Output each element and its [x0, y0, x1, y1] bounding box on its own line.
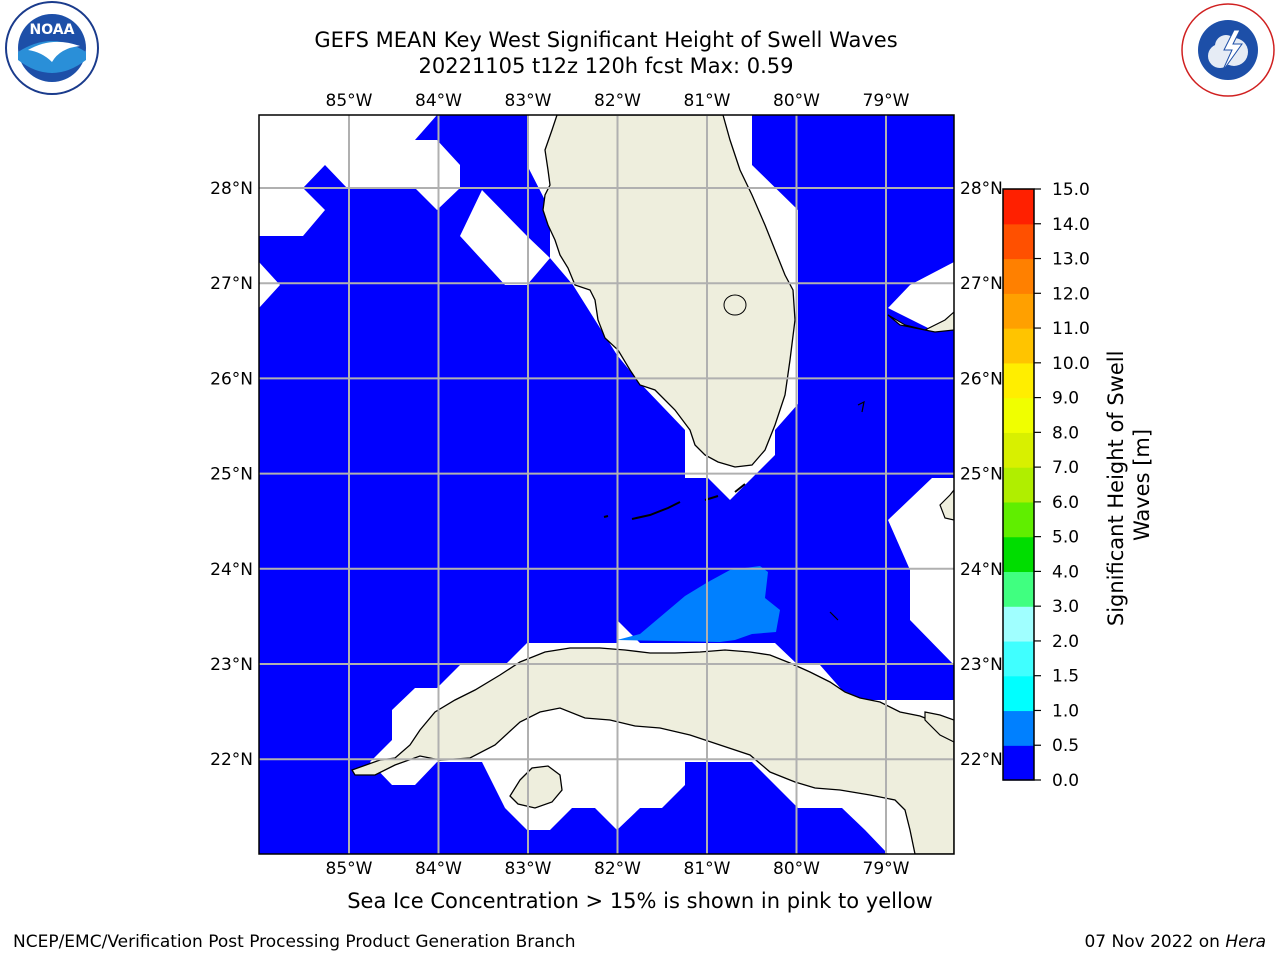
colorbar-bin: [1003, 501, 1034, 538]
lon-label: 80°W: [773, 859, 820, 879]
colorbar-ticks: 0.0 0.5 1.0 1.5 2.0 3.0 4.0 5.0 6.0 7.0 8.0 9.0 10.0…: [1034, 180, 1090, 791]
map-grid: [259, 115, 954, 854]
chart-subtitle: 20221105 t12z 120h fcst Max: 0.59: [418, 54, 794, 78]
lat-label: 24°N: [210, 560, 253, 580]
bahamas-island: [924, 711, 954, 743]
lat-label: 28°N: [210, 179, 253, 199]
colorbar-bin: [1003, 258, 1034, 294]
lat-label: 26°N: [210, 369, 253, 389]
lon-label: 84°W: [415, 859, 462, 879]
colorbar-bin: [1003, 710, 1034, 746]
lat-labels-right: 28°N 27°N 26°N 25°N 24°N 23°N 22°N: [960, 179, 1003, 770]
colorbar-bin: [1003, 362, 1034, 399]
bahamas-island: [887, 311, 954, 333]
colorbar-tick-label: 4.0: [1052, 562, 1079, 582]
bahamas-island: [829, 400, 865, 621]
florida-keys: [603, 483, 746, 520]
noaa-logo-text: NOAA: [30, 22, 75, 38]
colorbar-bin: [1003, 397, 1034, 433]
bahamas-island: [939, 489, 954, 521]
lon-label: 81°W: [684, 91, 731, 111]
colorbar-tick-label: 9.0: [1052, 389, 1079, 409]
lat-labels-left: 28°N 27°N 26°N 25°N 24°N 23°N 22°N: [210, 179, 253, 770]
colorbar-bin: [1003, 467, 1034, 503]
lon-labels-top: 85°W 84°W 83°W 82°W 81°W 80°W 79°W: [326, 91, 910, 111]
colorbar-tick-label: 0.0: [1052, 771, 1079, 791]
colorbar-tick-label: 5.0: [1052, 528, 1079, 548]
colorbar-tick-label: 10.0: [1052, 354, 1090, 374]
lon-label: 82°W: [594, 91, 641, 111]
lat-label: 25°N: [960, 465, 1003, 485]
colorbar-tick-label: 8.0: [1052, 423, 1079, 443]
swell-0.5-1.0-region: [617, 566, 780, 642]
lat-label: 22°N: [210, 750, 253, 770]
footer-host: Hera: [1225, 932, 1266, 952]
lat-label: 27°N: [960, 274, 1003, 294]
lat-label: 27°N: [210, 274, 253, 294]
lon-label: 85°W: [326, 859, 373, 879]
lat-label: 28°N: [960, 179, 1003, 199]
lon-label: 81°W: [684, 859, 731, 879]
colorbar-tick-label: 12.0: [1052, 284, 1090, 304]
colorbar-tick-label: 11.0: [1052, 319, 1090, 339]
lon-label: 83°W: [505, 859, 552, 879]
sea-ice-note: Sea Ice Concentration > 15% is shown in …: [347, 889, 933, 913]
lat-label: 26°N: [960, 369, 1003, 389]
footer-date: 07 Nov 2022 on Hera: [1084, 932, 1266, 952]
colorbar-tick-label: 0.5: [1052, 736, 1079, 756]
colorbar-tick-label: 2.0: [1052, 632, 1079, 652]
colorbar-bin: [1003, 328, 1034, 364]
colorbar-tick-label: 6.0: [1052, 493, 1079, 513]
lon-label: 84°W: [415, 91, 462, 111]
lon-label: 85°W: [326, 91, 373, 111]
colorbar-tick-label: 13.0: [1052, 250, 1090, 270]
lat-label: 23°N: [960, 655, 1003, 675]
chart-title: GEFS MEAN Key West Significant Height of…: [314, 28, 898, 52]
colorbar-bin: [1003, 745, 1034, 781]
colorbar-bin: [1003, 640, 1034, 677]
footer-credit: NCEP/EMC/Verification Post Processing Pr…: [13, 932, 576, 952]
lon-label: 82°W: [594, 859, 641, 879]
lat-label: 25°N: [210, 465, 253, 485]
colorbar-bin: [1003, 571, 1034, 607]
colorbar-tick-label: 1.5: [1052, 667, 1079, 687]
lat-label: 23°N: [210, 655, 253, 675]
colorbar-title-line1: Significant Height of Swell: [1104, 351, 1128, 627]
map-frame: [258, 114, 955, 855]
footer-date-text: 07 Nov 2022 on: [1084, 932, 1226, 952]
colorbar-bin: [1003, 293, 1034, 329]
colorbar-tick-label: 3.0: [1052, 597, 1079, 617]
colorbar-tick-label: 14.0: [1052, 215, 1090, 235]
colorbar-bin: [1003, 536, 1034, 573]
lon-label: 79°W: [863, 859, 910, 879]
noaa-logo: NOAA: [5, 1, 99, 95]
colorbar-bin: [1003, 432, 1034, 468]
colorbar-tick-label: 15.0: [1052, 180, 1090, 200]
colorbar-tick-label: 7.0: [1052, 458, 1079, 478]
colorbar-bin: [1003, 606, 1034, 642]
isla-juventud: [509, 765, 563, 809]
lon-label: 79°W: [863, 91, 910, 111]
colorbar-bin: [1003, 189, 1034, 225]
lat-label: 22°N: [960, 750, 1003, 770]
lon-label: 83°W: [505, 91, 552, 111]
nws-logo: [1181, 3, 1275, 97]
lake-okeechobee: [723, 294, 747, 316]
colorbar-tick-label: 1.0: [1052, 701, 1079, 721]
lat-label: 24°N: [960, 560, 1003, 580]
colorbar-bin: [1003, 223, 1034, 260]
colorbar-title-line2: Waves [m]: [1130, 429, 1154, 541]
colorbar: [1002, 188, 1035, 781]
lon-label: 80°W: [773, 91, 820, 111]
colorbar-bin: [1003, 675, 1034, 712]
colorbar-frame: [1002, 188, 1035, 781]
colorbar-title: Significant Height of Swell Waves [m]: [1104, 344, 1154, 626]
lon-labels-bottom: 85°W 84°W 83°W 82°W 81°W 80°W 79°W: [326, 859, 910, 879]
